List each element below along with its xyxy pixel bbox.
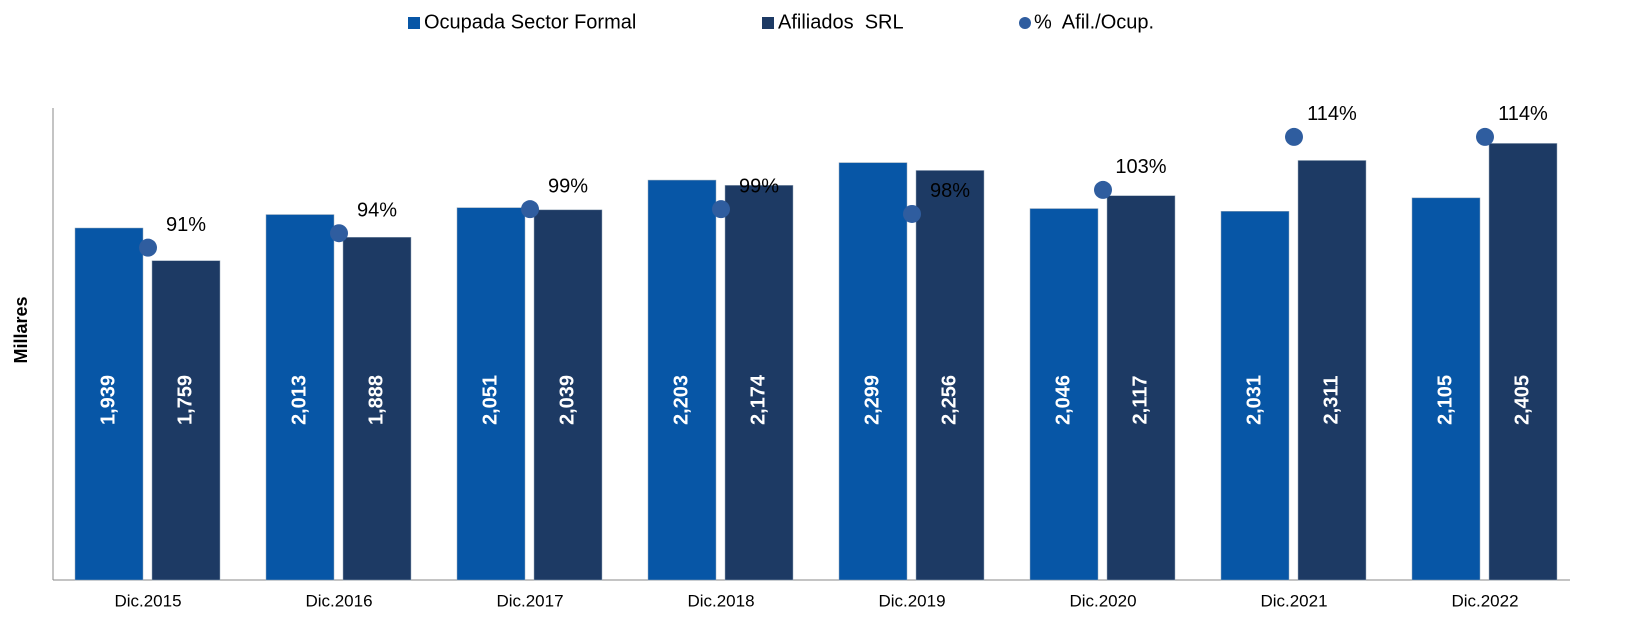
bar xyxy=(647,179,717,581)
dot xyxy=(1285,127,1303,146)
x-tick-label: Dic.2019 xyxy=(878,591,945,610)
bar xyxy=(1297,160,1367,581)
value-label: 114% xyxy=(1307,103,1357,125)
value-label: 2,174 xyxy=(747,374,769,425)
bar xyxy=(151,260,221,581)
bar xyxy=(74,227,144,581)
value-label: 2,105 xyxy=(1434,375,1456,425)
value-label: 2,299 xyxy=(861,375,883,425)
dot xyxy=(1094,180,1112,199)
x-tick-label: Dic.2020 xyxy=(1069,591,1136,610)
value-label: 2,203 xyxy=(670,375,692,425)
dot xyxy=(712,200,730,219)
value-label: 103% xyxy=(1115,156,1166,178)
dot xyxy=(521,200,539,219)
legend-label: Afiliados SRL xyxy=(778,11,904,33)
y-axis-label: Millares xyxy=(11,296,31,363)
value-label: 1,759 xyxy=(174,375,196,425)
x-tick-label: Dic.2018 xyxy=(687,591,754,610)
value-label: 98% xyxy=(930,180,970,202)
value-label: 99% xyxy=(739,175,779,197)
bar xyxy=(724,185,794,581)
value-label: 2,031 xyxy=(1243,375,1265,425)
bar xyxy=(1220,211,1290,581)
value-label: 91% xyxy=(166,214,206,236)
legend-marker xyxy=(408,17,420,29)
value-label: 114% xyxy=(1498,103,1548,125)
value-label: 94% xyxy=(357,200,397,222)
value-label: 2,311 xyxy=(1320,376,1342,425)
bar xyxy=(342,237,412,581)
legend-label: % Afil./Ocup. xyxy=(1034,11,1154,33)
x-tick-label: Dic.2022 xyxy=(1451,591,1518,610)
bar xyxy=(1106,195,1176,581)
value-label: 2,405 xyxy=(1511,375,1533,425)
dot xyxy=(139,238,157,257)
value-label: 99% xyxy=(548,175,588,197)
bar xyxy=(1411,197,1481,581)
bar xyxy=(1488,143,1558,581)
value-label: 2,039 xyxy=(556,375,578,425)
bar xyxy=(456,207,526,581)
value-label: 1,888 xyxy=(365,375,387,425)
bar xyxy=(533,209,603,581)
legend-marker xyxy=(1019,17,1031,29)
value-label: 2,013 xyxy=(288,375,310,425)
value-label: 2,117 xyxy=(1129,376,1151,425)
value-label: 2,256 xyxy=(938,375,960,425)
legend-marker xyxy=(762,17,774,29)
x-tick-label: Dic.2021 xyxy=(1260,591,1327,610)
bar xyxy=(265,214,335,581)
dot xyxy=(1476,127,1494,146)
dot xyxy=(330,224,348,243)
legend-label: Ocupada Sector Formal xyxy=(424,11,636,33)
bar xyxy=(838,162,908,581)
x-tick-label: Dic.2016 xyxy=(305,591,372,610)
x-tick-label: Dic.2017 xyxy=(496,591,563,610)
value-label: 1,939 xyxy=(97,375,119,425)
value-label: 2,046 xyxy=(1052,375,1074,425)
dot xyxy=(903,204,921,223)
value-label: 2,051 xyxy=(479,375,501,425)
x-tick-label: Dic.2015 xyxy=(114,591,181,610)
bar xyxy=(915,170,985,581)
bar xyxy=(1029,208,1099,581)
